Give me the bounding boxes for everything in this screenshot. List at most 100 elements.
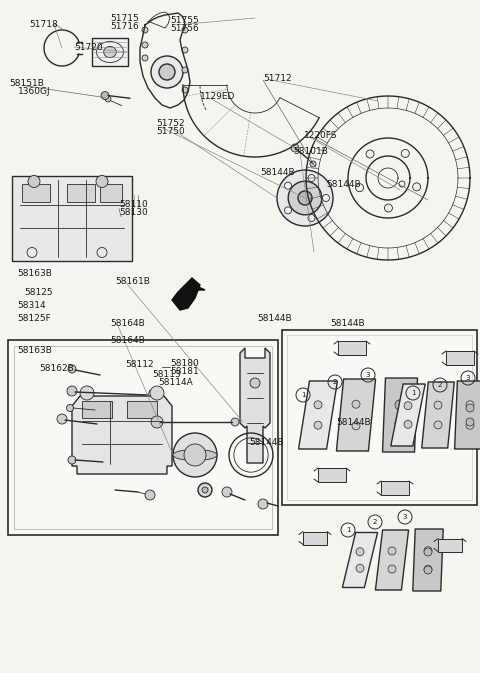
Circle shape bbox=[222, 487, 232, 497]
Circle shape bbox=[68, 456, 76, 464]
Circle shape bbox=[291, 144, 299, 152]
Circle shape bbox=[68, 365, 76, 373]
Text: 58180: 58180 bbox=[170, 359, 199, 368]
Circle shape bbox=[424, 546, 432, 555]
Polygon shape bbox=[172, 278, 205, 310]
Text: 51755: 51755 bbox=[170, 16, 199, 26]
Circle shape bbox=[150, 386, 164, 400]
Circle shape bbox=[352, 422, 360, 430]
Text: 58144B: 58144B bbox=[330, 318, 365, 328]
Circle shape bbox=[356, 564, 364, 572]
Text: 51720: 51720 bbox=[74, 42, 103, 52]
Text: 58144B: 58144B bbox=[257, 314, 291, 323]
Text: 58125F: 58125F bbox=[17, 314, 50, 323]
Text: 58163B: 58163B bbox=[17, 346, 52, 355]
Circle shape bbox=[285, 207, 291, 214]
Text: 2: 2 bbox=[438, 382, 442, 388]
Polygon shape bbox=[342, 532, 378, 588]
Circle shape bbox=[285, 182, 291, 189]
Circle shape bbox=[151, 56, 183, 88]
Polygon shape bbox=[240, 348, 270, 463]
Circle shape bbox=[57, 414, 67, 424]
Bar bbox=[100, 184, 122, 201]
Circle shape bbox=[310, 161, 316, 167]
Text: 1360GJ: 1360GJ bbox=[18, 87, 50, 96]
Circle shape bbox=[384, 204, 393, 212]
Text: 1: 1 bbox=[411, 390, 415, 396]
Circle shape bbox=[356, 548, 364, 556]
Circle shape bbox=[396, 422, 404, 430]
Text: 58130: 58130 bbox=[119, 208, 148, 217]
Circle shape bbox=[298, 191, 312, 205]
Circle shape bbox=[314, 401, 322, 409]
Bar bbox=[303, 532, 327, 544]
Bar bbox=[438, 538, 462, 551]
Circle shape bbox=[28, 176, 40, 188]
Text: 58314: 58314 bbox=[17, 301, 46, 310]
Bar bbox=[282, 330, 477, 505]
Circle shape bbox=[182, 27, 188, 33]
Circle shape bbox=[105, 96, 111, 102]
Circle shape bbox=[96, 176, 108, 188]
Circle shape bbox=[159, 64, 175, 80]
Circle shape bbox=[366, 150, 374, 158]
Text: 58101B: 58101B bbox=[293, 147, 328, 156]
Text: 1: 1 bbox=[301, 392, 305, 398]
Text: 58151B: 58151B bbox=[10, 79, 45, 88]
Circle shape bbox=[145, 490, 155, 500]
Circle shape bbox=[356, 184, 364, 192]
Text: 58113: 58113 bbox=[153, 369, 181, 379]
Polygon shape bbox=[336, 379, 376, 451]
Polygon shape bbox=[391, 384, 425, 446]
Circle shape bbox=[288, 181, 322, 215]
Circle shape bbox=[434, 421, 442, 429]
Circle shape bbox=[323, 194, 329, 201]
Text: 58144B: 58144B bbox=[250, 438, 284, 448]
Bar bbox=[67, 184, 95, 201]
Circle shape bbox=[182, 87, 188, 93]
Text: 1220FS: 1220FS bbox=[304, 131, 337, 140]
Circle shape bbox=[352, 400, 360, 409]
Text: 58144B: 58144B bbox=[261, 168, 295, 178]
Text: 3: 3 bbox=[466, 375, 470, 381]
Text: 51718: 51718 bbox=[29, 20, 58, 29]
Ellipse shape bbox=[104, 46, 116, 58]
Bar bbox=[14, 346, 272, 529]
Circle shape bbox=[67, 404, 73, 411]
Circle shape bbox=[277, 170, 333, 226]
Text: 1: 1 bbox=[346, 527, 350, 533]
Circle shape bbox=[413, 183, 420, 191]
Circle shape bbox=[396, 435, 404, 443]
Text: 3: 3 bbox=[403, 514, 407, 520]
Circle shape bbox=[466, 401, 474, 409]
Circle shape bbox=[80, 386, 94, 400]
Circle shape bbox=[388, 565, 396, 573]
Circle shape bbox=[250, 378, 260, 388]
Circle shape bbox=[202, 487, 208, 493]
Text: 58110: 58110 bbox=[119, 200, 148, 209]
Text: 1129ED: 1129ED bbox=[200, 92, 235, 101]
Text: 58161B: 58161B bbox=[115, 277, 150, 287]
Circle shape bbox=[401, 149, 409, 157]
Circle shape bbox=[67, 386, 77, 396]
Bar bbox=[8, 340, 278, 535]
Text: 58164B: 58164B bbox=[110, 319, 145, 328]
Circle shape bbox=[184, 444, 206, 466]
Circle shape bbox=[142, 55, 148, 61]
Circle shape bbox=[308, 215, 315, 221]
Bar bbox=[12, 176, 132, 260]
Polygon shape bbox=[72, 396, 172, 474]
Text: 51756: 51756 bbox=[170, 24, 199, 33]
Circle shape bbox=[142, 27, 148, 33]
Text: 58163B: 58163B bbox=[17, 269, 52, 279]
Polygon shape bbox=[422, 382, 454, 448]
Text: 58164B: 58164B bbox=[110, 336, 145, 345]
Circle shape bbox=[231, 418, 239, 426]
Polygon shape bbox=[375, 530, 408, 590]
Circle shape bbox=[151, 416, 163, 428]
Bar bbox=[92, 38, 128, 66]
Circle shape bbox=[388, 547, 396, 555]
Bar bbox=[82, 401, 112, 418]
Bar bbox=[338, 341, 366, 355]
Bar bbox=[318, 468, 346, 482]
